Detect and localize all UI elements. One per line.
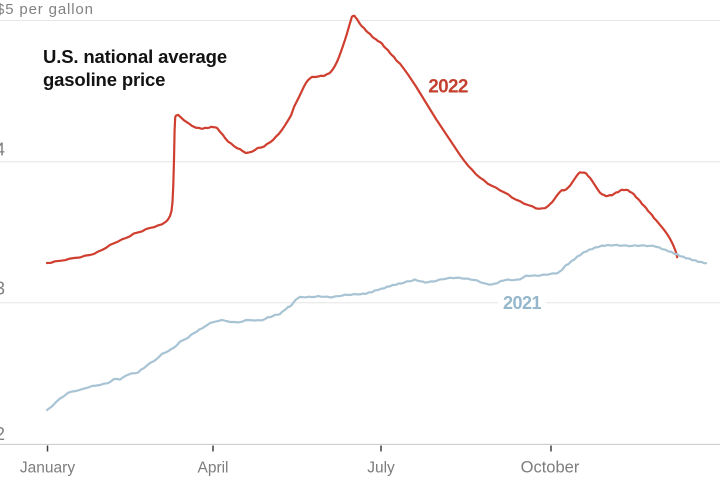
svg-text:$5 per gallon: $5 per gallon: [0, 1, 94, 18]
svg-text:July: July: [367, 460, 395, 477]
svg-text:gasoline price: gasoline price: [43, 69, 165, 90]
svg-text:2: 2: [0, 424, 5, 444]
svg-text:2022: 2022: [428, 76, 468, 97]
svg-text:January: January: [20, 460, 75, 477]
svg-text:3: 3: [0, 279, 5, 299]
svg-text:April: April: [197, 460, 228, 477]
svg-text:4: 4: [0, 140, 5, 160]
svg-text:U.S. national average: U.S. national average: [43, 46, 227, 67]
svg-text:October: October: [521, 459, 580, 477]
svg-text:2021: 2021: [503, 293, 542, 313]
